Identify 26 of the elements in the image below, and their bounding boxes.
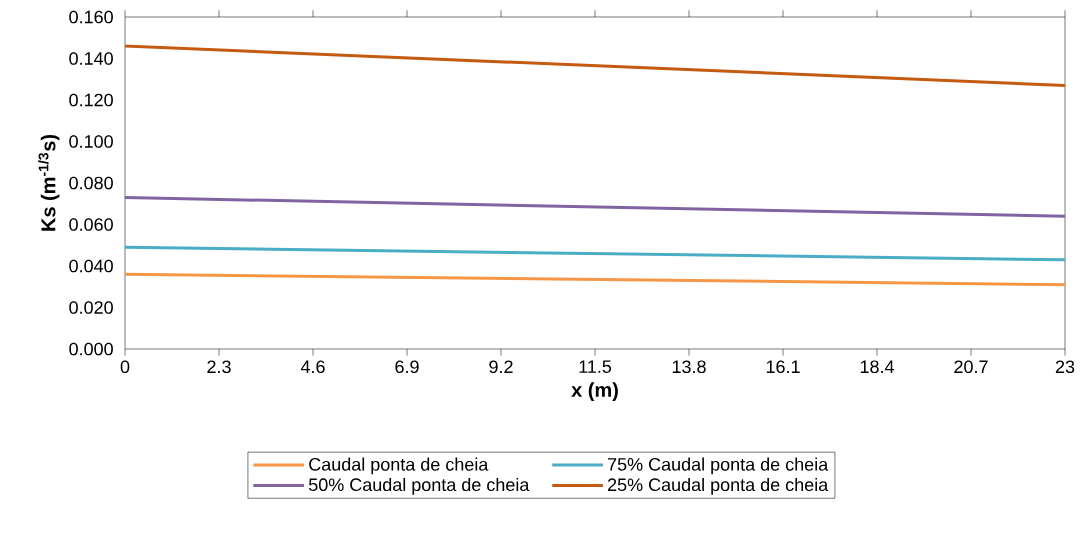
legend-label: Caudal ponta de cheia <box>309 457 489 475</box>
legend-label: 75% Caudal ponta de cheia <box>608 457 829 475</box>
x-tick-label: 2.3 <box>207 360 231 374</box>
y-tick-label: 0.060 <box>69 218 113 231</box>
x-tick-label: 11.5 <box>579 360 612 373</box>
y-tick-label: 0.140 <box>69 52 113 65</box>
x-tick-label: 13.8 <box>672 360 706 374</box>
x-axis-title: x (m) <box>571 382 618 401</box>
x-tick-label: 23 <box>1055 360 1075 374</box>
x-tick-label: 6.9 <box>395 360 419 374</box>
y-tick-label: 0.000 <box>69 342 113 356</box>
x-tick-label: 9.2 <box>489 360 513 374</box>
y-tick-label: 0.040 <box>69 259 113 273</box>
x-tick-label: 0 <box>120 360 130 374</box>
y-tick-label: 0.080 <box>69 176 113 190</box>
legend-label: 25% Caudal ponta de cheia <box>607 477 829 495</box>
y-tick-label: 0.020 <box>69 301 113 314</box>
legend-label: 50% Caudal ponta de cheia <box>308 477 530 495</box>
y-tick-label: 0.120 <box>69 93 113 107</box>
x-tick-label: 4.6 <box>300 360 325 374</box>
x-tick-label: 18.4 <box>860 360 894 374</box>
y-tick-label: 0.160 <box>69 10 113 24</box>
x-tick-label: 16.1 <box>766 360 800 374</box>
y-tick-label: 0.100 <box>69 135 113 148</box>
y-axis-title: Ks (m$^{-1/3}$s) <box>38 134 60 231</box>
x-tick-label: 20.7 <box>954 360 988 374</box>
